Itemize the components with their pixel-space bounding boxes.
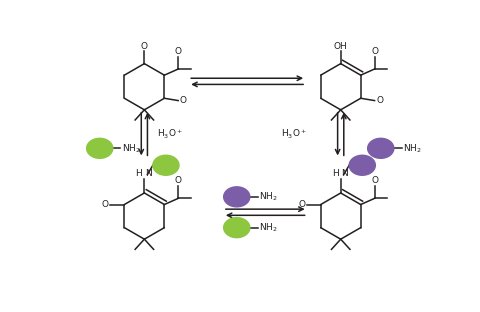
Text: O: O [371,47,378,56]
Ellipse shape [349,155,375,175]
Text: O: O [141,41,148,51]
Ellipse shape [224,187,250,207]
Text: H$_3$O$^+$: H$_3$O$^+$ [157,128,183,141]
Text: O: O [298,200,305,209]
Text: O: O [376,96,383,105]
Text: H: H [135,168,142,178]
Text: O: O [180,96,187,105]
Text: NH$_2$: NH$_2$ [122,142,141,154]
Text: H: H [332,168,338,178]
Ellipse shape [368,138,394,158]
Text: O: O [371,176,378,185]
Text: NH$_2$: NH$_2$ [403,142,422,154]
Text: O: O [102,200,109,209]
Text: NH$_2$: NH$_2$ [259,191,278,203]
Ellipse shape [86,138,113,158]
Text: O: O [175,47,182,56]
Ellipse shape [224,218,250,238]
Text: NH$_2$: NH$_2$ [259,222,278,234]
Text: N: N [145,168,152,178]
Text: O: O [175,176,182,185]
Text: N: N [341,168,348,178]
Ellipse shape [153,155,179,175]
Text: H$_3$O$^+$: H$_3$O$^+$ [281,128,308,141]
Text: OH: OH [334,41,348,51]
